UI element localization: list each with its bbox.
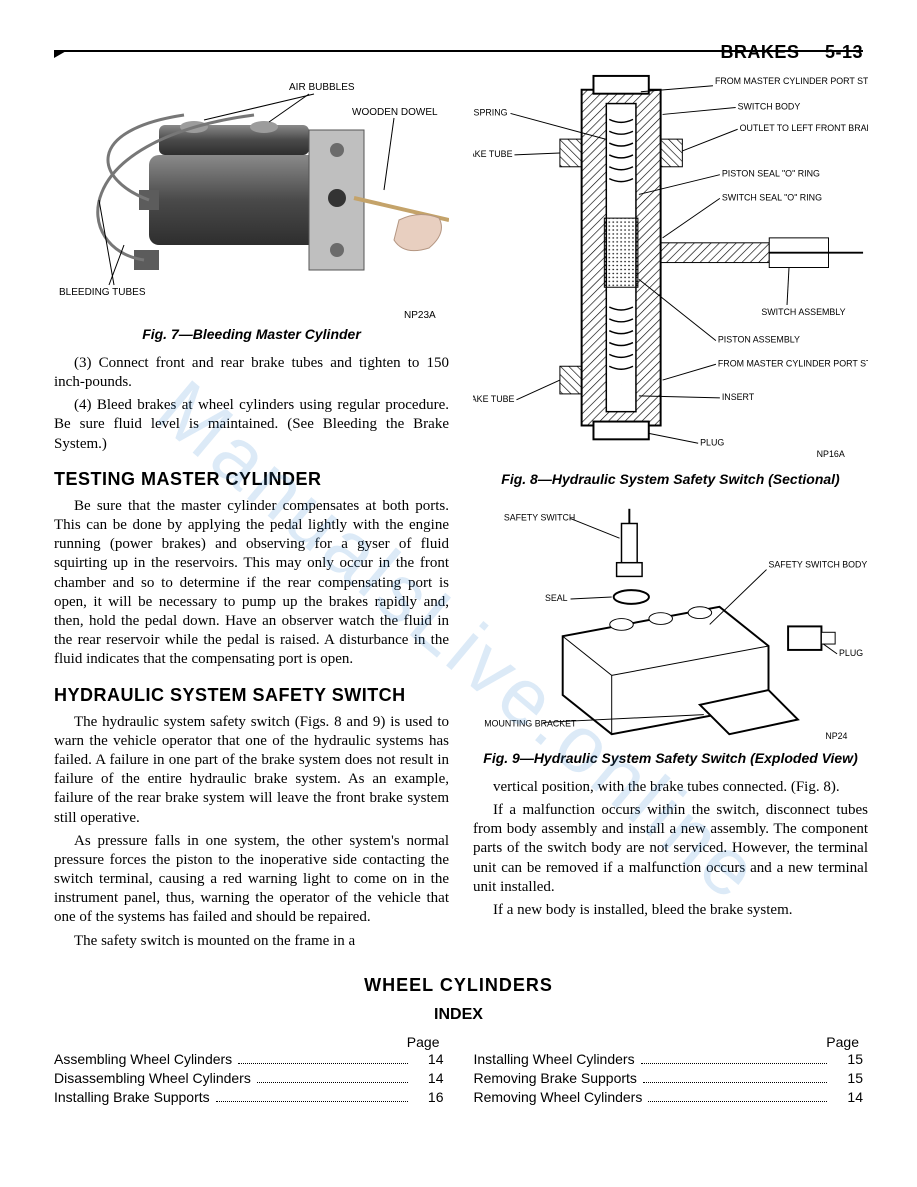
figure-8-caption: Fig. 8—Hydraulic System Safety Switch (S…	[473, 471, 868, 489]
index-col-left: Page Assembling Wheel Cylinders14 Disass…	[54, 1034, 444, 1107]
running-head-page: 5-13	[825, 42, 863, 62]
fig7-label-tubes: BLEEDING TUBES	[59, 287, 146, 298]
svg-text:SPRING: SPRING	[474, 107, 508, 117]
two-column-layout: AIR BUBBLES WOODEN DOWEL BLEEDING TUBES …	[54, 70, 863, 955]
running-head: BRAKES 5-13	[720, 42, 863, 63]
fig7-label-air: AIR BUBBLES	[289, 82, 355, 93]
index-col1-head: Page	[54, 1034, 444, 1050]
svg-text:SAFETY SWITCH: SAFETY SWITCH	[504, 512, 575, 522]
svg-text:OUTLET TO REAR BRAKE TUBE: OUTLET TO REAR BRAKE TUBE	[473, 394, 515, 404]
index-col2-head: Page	[474, 1034, 864, 1050]
left-column: AIR BUBBLES WOODEN DOWEL BLEEDING TUBES …	[54, 70, 449, 955]
right-column: SPRING FROM MASTER CYLINDER PORT STAMPED…	[473, 70, 868, 955]
para-step3: (3) Connect front and rear brake tubes a…	[54, 354, 449, 392]
index-row: Disassembling Wheel Cylinders14	[54, 1069, 444, 1088]
svg-text:SWITCH BODY: SWITCH BODY	[738, 102, 801, 112]
para-right3: If a new body is installed, bleed the br…	[473, 901, 868, 920]
wheel-cylinders-section: WHEEL CYLINDERS INDEX Page Assembling Wh…	[54, 975, 863, 1107]
index-row: Installing Wheel Cylinders15	[474, 1050, 864, 1069]
svg-text:INSERT: INSERT	[722, 392, 755, 402]
svg-text:PISTON SEAL "O" RING: PISTON SEAL "O" RING	[722, 169, 820, 179]
running-head-section: BRAKES	[720, 42, 799, 62]
svg-text:SWITCH ASSEMBLY: SWITCH ASSEMBLY	[761, 307, 845, 317]
para-right2: If a malfunction occurs within the switc…	[473, 801, 868, 897]
page-root: ManualsLive.online BRAKES 5-13	[0, 0, 917, 1187]
figure-8: SPRING FROM MASTER CYLINDER PORT STAMPED…	[473, 70, 868, 465]
svg-text:FROM MASTER CYLINDER PORT STAM: FROM MASTER CYLINDER PORT STAMPED "F"	[715, 76, 868, 86]
svg-text:SAFETY SWITCH BODY ASSEMBLY: SAFETY SWITCH BODY ASSEMBLY	[769, 560, 869, 570]
para-hss3: The safety switch is mounted on the fram…	[54, 932, 449, 951]
para-hss1: The hydraulic system safety switch (Figs…	[54, 713, 449, 828]
figure-9-caption: Fig. 9—Hydraulic System Safety Switch (E…	[473, 750, 868, 768]
svg-text:NP24: NP24	[825, 731, 847, 741]
svg-text:SEAL: SEAL	[545, 593, 568, 603]
svg-text:OUTLET TO LEFT FRONT BRAKE TUB: OUTLET TO LEFT FRONT BRAKE TUBE	[740, 123, 868, 133]
wheel-cyl-heading: WHEEL CYLINDERS	[54, 975, 863, 996]
svg-text:SWITCH SEAL "O" RING: SWITCH SEAL "O" RING	[722, 192, 822, 202]
index-row: Installing Brake Supports16	[54, 1088, 444, 1107]
figure-7: AIR BUBBLES WOODEN DOWEL BLEEDING TUBES …	[54, 70, 449, 320]
figure-7-caption: Fig. 7—Bleeding Master Cylinder	[54, 326, 449, 344]
svg-text:NP16A: NP16A	[817, 449, 845, 459]
svg-text:PISTON ASSEMBLY: PISTON ASSEMBLY	[718, 335, 800, 345]
index-row: Removing Brake Supports15	[474, 1069, 864, 1088]
heading-testing: TESTING MASTER CYLINDER	[54, 468, 449, 491]
index-row: Assembling Wheel Cylinders14	[54, 1050, 444, 1069]
para-hss2: As pressure falls in one system, the oth…	[54, 832, 449, 928]
index-columns: Page Assembling Wheel Cylinders14 Disass…	[54, 1034, 863, 1107]
svg-text:PLUG: PLUG	[700, 437, 724, 447]
index-heading: INDEX	[54, 1006, 863, 1024]
index-row: Removing Wheel Cylinders14	[474, 1088, 864, 1107]
para-right1: vertical position, with the brake tubes …	[473, 778, 868, 797]
svg-text:MOUNTING BRACKET: MOUNTING BRACKET	[484, 718, 577, 728]
svg-text:FROM MASTER CYLINDER PORT STAM: FROM MASTER CYLINDER PORT STAMPED "R"	[718, 358, 868, 368]
index-col-right: Page Installing Wheel Cylinders15 Removi…	[474, 1034, 864, 1107]
top-rule	[54, 50, 863, 52]
fig7-label-dowel: WOODEN DOWEL	[352, 107, 438, 118]
heading-hydraulic-safety-switch: HYDRAULIC SYSTEM SAFETY SWITCH	[54, 684, 449, 707]
para-test1: Be sure that the master cylinder compens…	[54, 497, 449, 670]
svg-text:OUTLET TO RIGHT FRONT BRAKE TU: OUTLET TO RIGHT FRONT BRAKE TUBE	[473, 149, 513, 159]
para-step4: (4) Bleed brakes at wheel cylinders usin…	[54, 396, 449, 454]
fig7-code: NP23A	[404, 310, 436, 320]
figure-9: SAFETY SWITCH SEAL SAFETY SWITCH BODY AS…	[473, 499, 868, 744]
svg-text:PLUG: PLUG	[839, 648, 863, 658]
corner-mark	[54, 50, 68, 58]
